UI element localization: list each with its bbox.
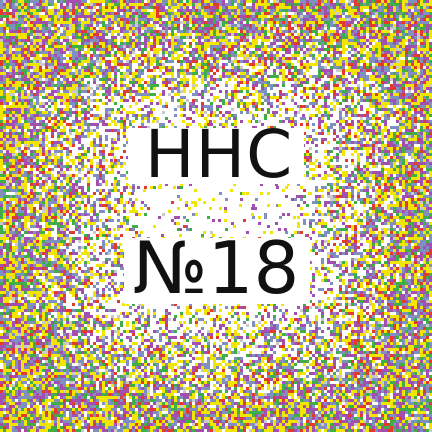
title-line-2: №18 [132, 226, 300, 310]
title-line-1: HHC [144, 116, 294, 193]
